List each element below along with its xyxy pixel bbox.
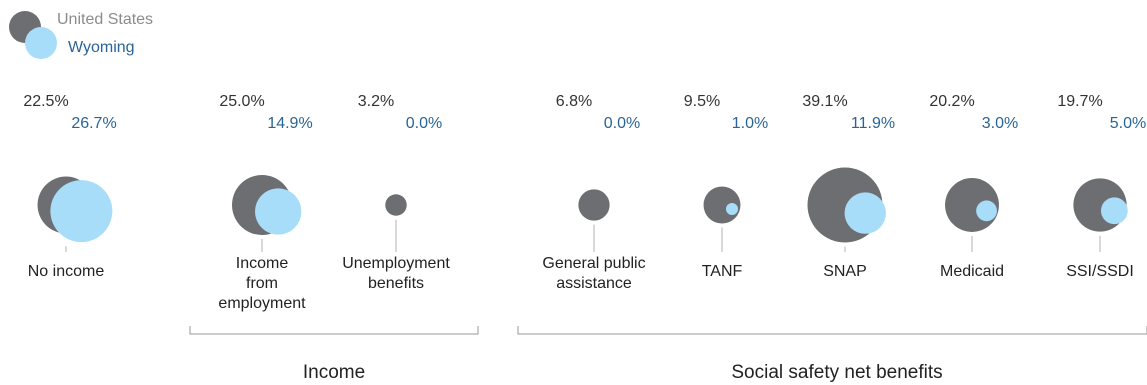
wyoming-bubble xyxy=(255,188,302,235)
category-label: from xyxy=(246,275,278,292)
category-label: TANF xyxy=(702,263,743,280)
group-bracket xyxy=(517,326,1147,335)
group-label: Social safety net benefits xyxy=(731,362,942,383)
wyoming-value-label: 5.0% xyxy=(1110,115,1146,132)
wyoming-value-label: 11.9% xyxy=(851,115,895,132)
legend-wyoming-label: Wyoming xyxy=(68,39,135,56)
category-label: employment xyxy=(218,295,306,312)
category-no-income: 22.5%26.7% No income xyxy=(23,93,116,280)
category-snap: 39.1%11.9% SNAP xyxy=(802,93,895,280)
us-value-label: 22.5% xyxy=(23,93,68,110)
category-unemployment-benefits: 3.2% 0.0% Unemployment benefits xyxy=(342,93,450,292)
category-tanf: 9.5% 1.0% TANF xyxy=(684,93,768,280)
category-label: SNAP xyxy=(823,263,867,280)
category-income-from-employment: 25.0%14.9% Income from employment xyxy=(218,93,312,312)
us-value-label: 25.0% xyxy=(219,93,264,110)
wyoming-value-label: 14.9% xyxy=(267,115,312,132)
wyoming-value-label: 0.0% xyxy=(406,115,442,132)
chart-marks: 22.5%26.7% No income 25.0%14.9% Income from e… xyxy=(23,93,1146,312)
category-label: No income xyxy=(28,263,105,280)
group-label: Income xyxy=(303,362,365,383)
us-value-label: 20.2% xyxy=(929,93,974,110)
category-label: assistance xyxy=(556,275,632,292)
category-label: Medicaid xyxy=(940,263,1004,280)
group-social-safety-net-benefits: Social safety net benefits xyxy=(517,326,1147,383)
category-medicaid: 20.2% 3.0% Medicaid xyxy=(929,93,1018,280)
us-value-label: 9.5% xyxy=(684,93,720,110)
us-bubble xyxy=(385,194,407,216)
wyoming-bubble xyxy=(50,180,113,243)
legend-wyoming-circle xyxy=(25,27,57,59)
wyoming-bubble xyxy=(725,202,738,215)
wyoming-value-label: 3.0% xyxy=(982,115,1018,132)
category-ssi-ssdi: 19.7% 5.0% SSI/SSDI xyxy=(1057,93,1146,280)
group-bracket xyxy=(189,326,479,335)
us-value-label: 3.2% xyxy=(358,93,394,110)
wyoming-value-label: 26.7% xyxy=(71,115,116,132)
us-value-label: 39.1% xyxy=(802,93,847,110)
category-label: General public xyxy=(542,255,645,272)
wyoming-value-label: 0.0% xyxy=(604,115,640,132)
legend-us-label: United States xyxy=(57,11,153,28)
group-brackets: Income Social safety net benefits xyxy=(189,326,1147,383)
legend: United States Wyoming xyxy=(9,11,153,59)
wyoming-bubble xyxy=(976,200,997,222)
category-label: benefits xyxy=(368,275,424,292)
wyoming-bubble xyxy=(1100,197,1128,225)
category-label: Unemployment xyxy=(342,255,450,272)
wyoming-bubble xyxy=(844,192,886,234)
us-value-label: 6.8% xyxy=(556,93,592,110)
category-label: SSI/SSDI xyxy=(1066,263,1134,280)
group-income: Income xyxy=(189,326,479,383)
us-bubble xyxy=(578,189,610,221)
wyoming-value-label: 1.0% xyxy=(732,115,768,132)
category-general-public-assistance: 6.8% 0.0% General public assistance xyxy=(542,93,645,292)
us-value-label: 19.7% xyxy=(1057,93,1102,110)
category-label: Income xyxy=(236,255,289,272)
